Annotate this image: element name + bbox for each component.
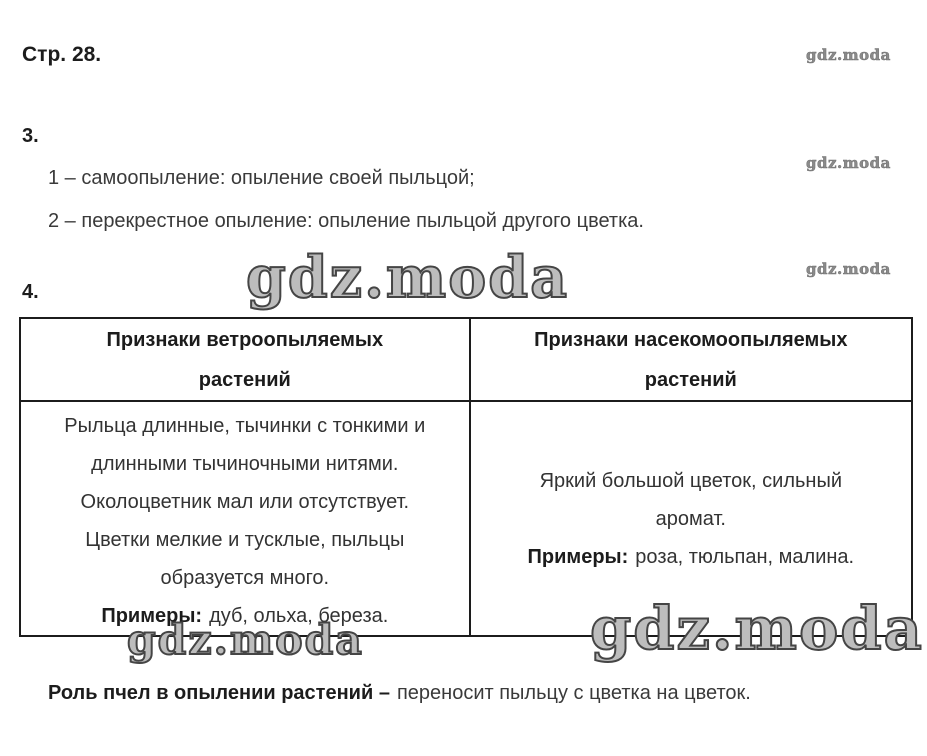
wind-examples-line: Примеры: дуб, ольха, береза. (21, 597, 469, 635)
watermark-center: gdz.moda (245, 243, 570, 312)
wind-examples-label: Примеры: (101, 605, 203, 627)
table-header-wind-line1: Признаки ветроопыляемых (106, 328, 384, 351)
insect-examples-line: Примеры: роза, тюльпан, малина. (471, 538, 911, 576)
watermark-top-right: gdz.moda (806, 46, 891, 65)
conclusion-line: Роль пчел в опылении растений – переносит… (48, 682, 751, 705)
watermark-mid-right: gdz.moda (806, 154, 891, 173)
wind-line-2: длинными тычиночными нитями. (91, 453, 399, 475)
table-cell-insect-features: Яркий большой цветок, сильный аромат. Пр… (468, 400, 911, 635)
table-header-insect-line2: растений (644, 368, 737, 391)
watermark-low-right: gdz.moda (806, 260, 891, 279)
table-header-wind-line2: растений (198, 368, 291, 391)
wind-line-4: Цветки мелкие и тусклые, пыльцы (85, 529, 405, 551)
insect-examples-text: роза, тюльпан, малина. (635, 545, 855, 568)
wind-line-3: Околоцветник мал или отсутствует. (80, 491, 410, 513)
table-header-wind: Признаки ветроопыляемых растений (21, 319, 469, 400)
conclusion-lead: Роль пчел в опылении растений – (48, 682, 390, 704)
task3-number: 3. (22, 125, 39, 147)
table-header-row: Признаки ветроопыляемых растений Признак… (21, 319, 911, 400)
table-header-insect-line1: Признаки насекомоопыляемых (534, 328, 848, 351)
task3-list: 1 – самоопыление: опыление своей пыльцой… (48, 157, 644, 243)
task4-number: 4. (22, 281, 39, 303)
wind-examples-text: дуб, ольха, береза. (209, 605, 389, 627)
wind-line-5: образуется много. (160, 567, 330, 589)
table-cell-wind-features: Рыльца длинные, тычинки с тонкими и длин… (21, 400, 469, 635)
task3-item-2: 2 – перекрестное опыление: опыление пыль… (48, 210, 644, 232)
task3-item-1: 1 – самоопыление: опыление своей пыльцой… (48, 167, 475, 189)
wind-line-1: Рыльца длинные, тычинки с тонкими и (64, 415, 426, 437)
conclusion-text: переносит пыльцу с цветка на цветок. (396, 682, 751, 704)
table-body-row: Рыльца длинные, тычинки с тонкими и длин… (21, 400, 911, 635)
pollination-comparison-table: Признаки ветроопыляемых растений Признак… (19, 317, 913, 637)
insect-line-2: аромат. (655, 507, 726, 530)
table-header-insect: Признаки насекомоопыляемых растений (468, 319, 911, 400)
insect-line-1: Яркий большой цветок, сильный (539, 469, 843, 492)
page-title: Стр. 28. (22, 43, 102, 66)
insect-examples-label: Примеры: (527, 545, 629, 568)
